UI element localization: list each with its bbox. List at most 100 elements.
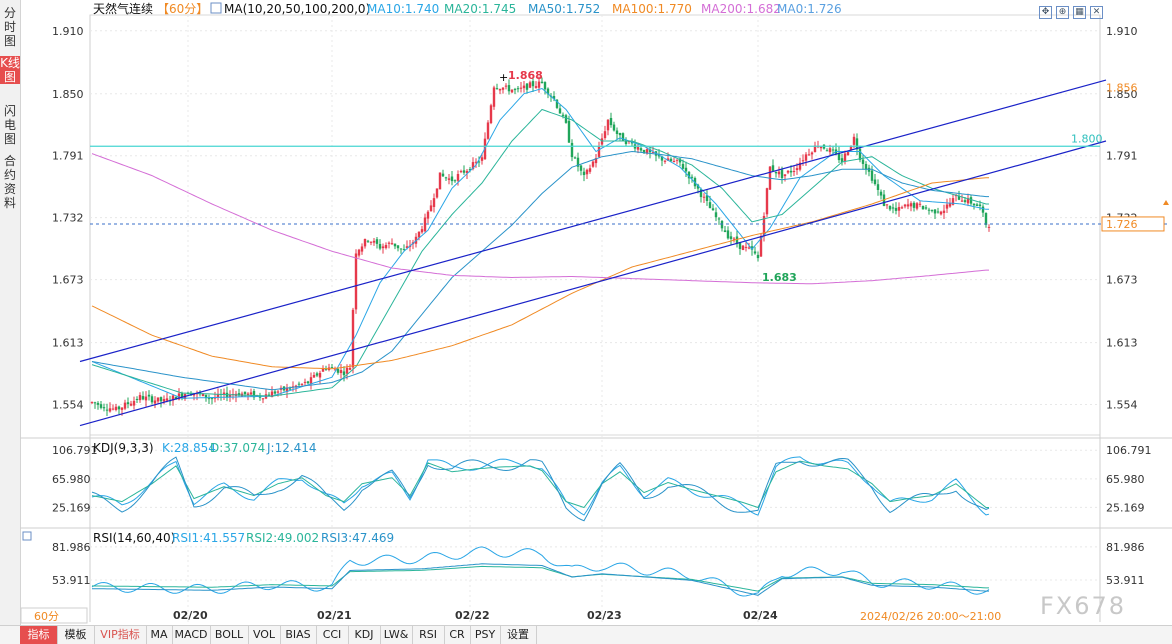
candle [942, 204, 946, 219]
tab-kline[interactable]: K线图 [0, 56, 20, 84]
crosshair-icon[interactable]: ✥ [1039, 6, 1052, 19]
candle [570, 139, 574, 162]
indicator-tab[interactable]: 模板 [57, 626, 95, 644]
indicator-tab[interactable]: LW& [380, 626, 413, 644]
candle-body [381, 246, 385, 249]
candle-body [939, 211, 943, 215]
candle-body [117, 406, 121, 410]
candle [789, 165, 793, 177]
candle [663, 159, 667, 164]
candle-body [273, 391, 277, 394]
kdj-value: D:37.074 [210, 441, 265, 455]
candle-body [972, 203, 976, 206]
candle-body [876, 184, 880, 190]
candle-body [759, 235, 763, 257]
candle-body [321, 368, 325, 372]
kdj-y-tick-left: 106.791 [52, 444, 98, 457]
candle [153, 396, 157, 409]
zoom-icon[interactable]: ⊕ [1056, 6, 1069, 19]
indicator-tab[interactable]: CCI [316, 626, 349, 644]
candle [576, 152, 580, 172]
indicator-tab[interactable]: MACD [172, 626, 211, 644]
candle [513, 87, 517, 95]
candle [861, 155, 865, 170]
candle [669, 157, 673, 163]
candle-body [225, 392, 229, 398]
candle [756, 251, 760, 262]
candle-body [243, 391, 247, 395]
candle [711, 204, 715, 211]
candle [156, 397, 160, 404]
candle-body [456, 174, 460, 181]
candle-body [249, 392, 253, 395]
indicator-tab[interactable]: 指标 [20, 626, 58, 644]
ma-line-ma10 [91, 87, 989, 399]
candle [759, 233, 763, 257]
indicator-tab[interactable]: PSY [470, 626, 501, 644]
candle-body [537, 81, 541, 88]
candle [429, 200, 433, 212]
indicator-tab[interactable]: BIAS [280, 626, 317, 644]
candle [384, 242, 388, 250]
candle [894, 202, 898, 215]
ma-line-ma100 [91, 177, 989, 370]
candle-body [396, 245, 400, 249]
candle [807, 148, 811, 156]
candle [117, 405, 121, 415]
chart-canvas[interactable]: 1.9101.9101.8501.8501.7911.7911.7321.732… [0, 0, 1172, 625]
candle-body [546, 88, 550, 95]
candle-body [480, 157, 484, 161]
candle-body [192, 394, 196, 396]
watermark: FX678 [1040, 592, 1127, 620]
y-tick-label-left: 1.613 [52, 337, 84, 350]
candle [609, 112, 613, 128]
candle-body [405, 246, 409, 249]
candle-body [558, 108, 562, 114]
candle-body [426, 211, 430, 219]
candle [126, 397, 130, 409]
candle [99, 401, 103, 410]
candle [603, 125, 607, 140]
candle-body [960, 200, 964, 202]
candle-body [771, 165, 775, 171]
indicator-tab[interactable]: RSI [412, 626, 445, 644]
candle-body [723, 230, 727, 233]
indicator-tab[interactable]: MA [146, 626, 173, 644]
tab-contract-info[interactable]: 合约资料 [3, 154, 16, 210]
candle-body [615, 130, 619, 134]
candle [765, 187, 769, 218]
indicator-tab[interactable]: VIP指标 [94, 626, 147, 644]
candle-body [765, 188, 769, 215]
candle [396, 245, 400, 252]
tab-lightning[interactable]: 闪电图 [3, 104, 16, 146]
y-tick-label-right: 1.613 [1106, 337, 1138, 350]
candle [858, 145, 862, 163]
candle [672, 157, 676, 163]
candle-body [684, 167, 688, 172]
tab-timeshare[interactable]: 分时图 [3, 6, 16, 48]
high-marker-icon: + [499, 71, 508, 84]
candle [402, 244, 406, 251]
candle [876, 179, 880, 196]
indicator-tab[interactable]: KDJ [348, 626, 381, 644]
y-tick-label-left: 1.554 [52, 399, 84, 412]
candle [573, 156, 577, 159]
indicator-tab[interactable]: CR [444, 626, 471, 644]
candle-body [813, 145, 817, 153]
candle [192, 394, 196, 401]
candle-body [372, 240, 376, 243]
candle-body [594, 158, 598, 164]
candle-body [330, 367, 334, 369]
candle [489, 103, 493, 125]
candle-body [756, 254, 760, 259]
grid-icon[interactable]: ▦ [1073, 6, 1086, 19]
close-icon[interactable]: ✕ [1090, 6, 1103, 19]
candle-body [498, 89, 502, 91]
indicator-tab[interactable]: VOL [248, 626, 281, 644]
candle-body [462, 170, 466, 173]
indicator-tab[interactable]: 设置 [500, 626, 537, 644]
indicator-tab[interactable]: BOLL [210, 626, 249, 644]
candle-body [909, 203, 913, 207]
candle [987, 224, 991, 232]
candle-body [651, 152, 655, 154]
